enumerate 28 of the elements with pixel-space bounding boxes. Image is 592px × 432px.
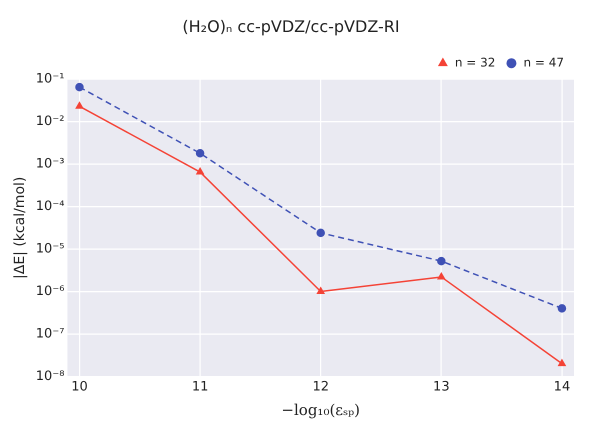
y-tick-label: 10⁻¹	[36, 72, 64, 87]
y-tick-label: 10⁻⁴	[36, 198, 64, 214]
point	[558, 304, 566, 313]
y-tick-label: 10⁻³	[36, 156, 64, 172]
x-tick-label: 10	[71, 380, 88, 395]
x-tick-label: 11	[192, 380, 208, 395]
y-axis-title: |ΔE| (kcal/mol)	[12, 176, 28, 279]
y-tick-label: 10⁻⁸	[36, 368, 64, 384]
x-tick-label: 12	[312, 380, 329, 395]
point	[76, 102, 84, 109]
x-tick-label: 13	[433, 380, 450, 395]
y-tick-label: 10⁻²	[36, 114, 64, 130]
point	[316, 287, 324, 294]
x-axis-title: −log₁₀(εₛₚ)	[281, 400, 360, 419]
y-tick-label: 10⁻⁷	[36, 326, 64, 342]
point	[75, 82, 84, 92]
point	[437, 256, 446, 266]
chart-title: (H₂O)ₙ cc-pVDZ/cc-pVDZ-RI	[182, 16, 400, 36]
point	[196, 149, 204, 158]
y-tick-label: 10⁻⁶	[36, 284, 64, 299]
point	[196, 168, 204, 175]
point	[558, 359, 566, 366]
point	[316, 228, 325, 238]
legend-label: n = 47	[523, 55, 564, 70]
y-tick-label: 10⁻⁵	[36, 241, 64, 256]
x-tick-label: 14	[554, 380, 570, 395]
legend-label: n = 32	[454, 55, 496, 70]
point	[438, 272, 446, 280]
